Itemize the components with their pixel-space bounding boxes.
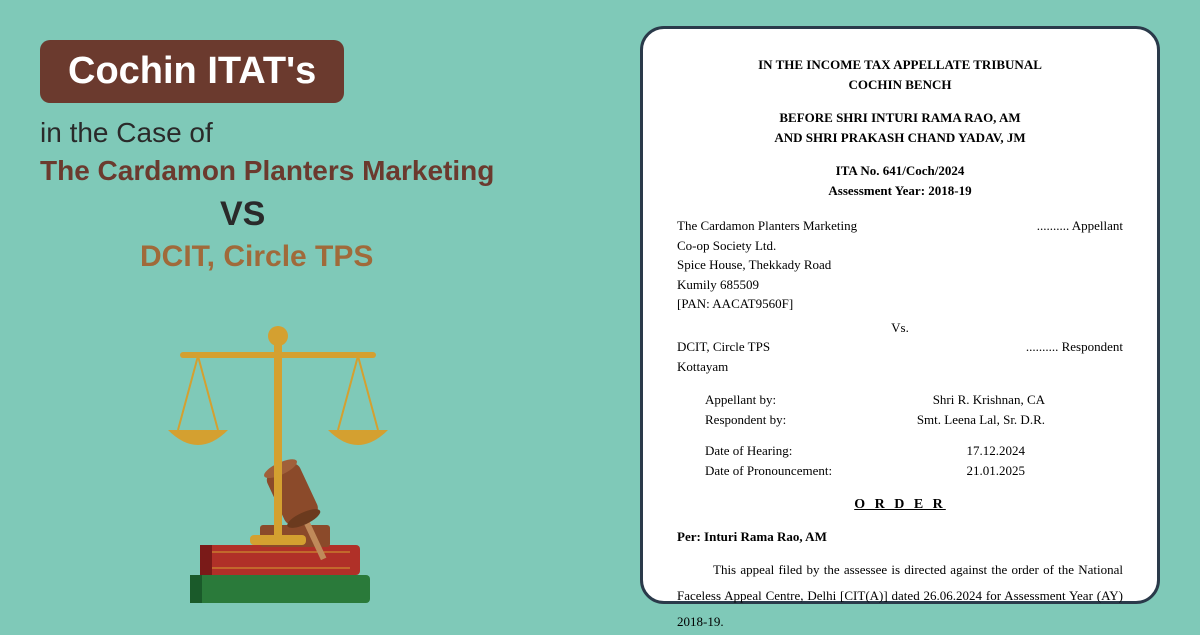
hearing-label: Date of Hearing: — [705, 441, 792, 461]
appellant-role: .......... Appellant — [1037, 216, 1123, 236]
assessment-year: Assessment Year: 2018-19 — [677, 181, 1123, 201]
appellant-pan: [PAN: AACAT9560F] — [677, 294, 1123, 314]
scales-icon — [120, 320, 440, 620]
vs-label: Vs. — [677, 318, 1123, 338]
bench-members: BEFORE SHRI INTURI RAMA RAO, AM AND SHRI… — [677, 108, 1123, 147]
order-heading: O R D E R — [677, 494, 1123, 515]
tribunal-line1: IN THE INCOME TAX APPELLATE TRIBUNAL — [677, 55, 1123, 75]
dates-block: Date of Hearing: 17.12.2024 Date of Pron… — [705, 441, 1123, 480]
ita-no: ITA No. 641/Coch/2024 — [677, 161, 1123, 181]
per-line: Per: Inturi Rama Rao, AM — [677, 527, 1123, 547]
order-body: This appeal filed by the assessee is dir… — [677, 557, 1123, 635]
respondent-role: .......... Respondent — [1026, 337, 1123, 357]
appellant-addr3: Kumily 685509 — [677, 275, 1123, 295]
appellant-addr2: Spice House, Thekkady Road — [677, 255, 1123, 275]
respondent-addr: Kottayam — [677, 357, 1123, 377]
tribunal-name: IN THE INCOME TAX APPELLATE TRIBUNAL COC… — [677, 55, 1123, 94]
justice-illustration — [120, 320, 440, 620]
pronounce-label: Date of Pronouncement: — [705, 461, 832, 481]
parties-block: The Cardamon Planters Marketing ........… — [677, 216, 1123, 376]
hearing-date: 17.12.2024 — [967, 441, 1026, 461]
before-line1: BEFORE SHRI INTURI RAMA RAO, AM — [677, 108, 1123, 128]
representatives: Appellant by: Shri R. Krishnan, CA Respo… — [705, 390, 1123, 429]
appellant-by: Shri R. Krishnan, CA — [933, 390, 1045, 410]
appellant-addr1: Co-op Society Ltd. — [677, 236, 1123, 256]
title-badge: Cochin ITAT's — [40, 40, 344, 103]
before-line2: AND SHRI PRAKASH CHAND YADAV, JM — [677, 128, 1123, 148]
respondent-by-label: Respondent by: — [705, 410, 786, 430]
appellant-by-label: Appellant by: — [705, 390, 776, 410]
appellant-name: The Cardamon Planters Marketing — [677, 216, 857, 236]
pronounce-date: 21.01.2025 — [967, 461, 1026, 481]
party-respondent: DCIT, Circle TPS — [140, 240, 600, 274]
respondent-by: Smt. Leena Lal, Sr. D.R. — [917, 410, 1045, 430]
respondent-name: DCIT, Circle TPS — [677, 337, 770, 357]
legal-document: IN THE INCOME TAX APPELLATE TRIBUNAL COC… — [640, 26, 1160, 604]
versus-label: VS — [220, 195, 600, 234]
left-panel: Cochin ITAT's in the Case of The Cardamo… — [40, 40, 600, 274]
tribunal-line2: COCHIN BENCH — [677, 75, 1123, 95]
party-appellant: The Cardamon Planters Marketing — [40, 155, 600, 187]
case-number: ITA No. 641/Coch/2024 Assessment Year: 2… — [677, 161, 1123, 200]
subtitle: in the Case of — [40, 117, 600, 149]
